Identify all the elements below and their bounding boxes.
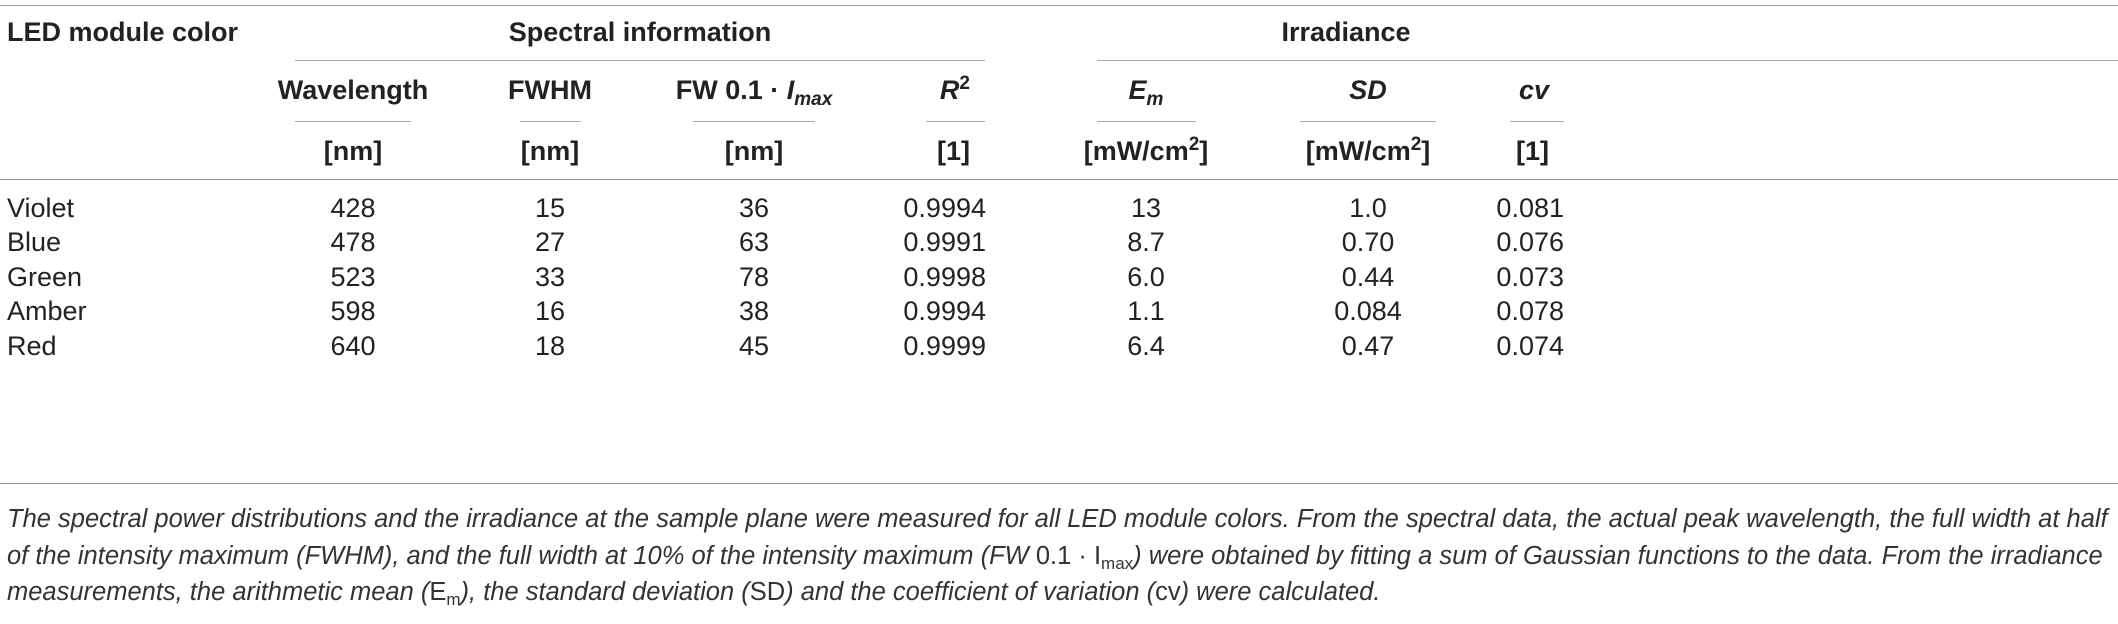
cell-wavelength: 478 (330, 227, 376, 257)
cell-cv: 0.081 (1496, 193, 1564, 223)
unit-em-end: ] (1199, 136, 1209, 166)
cell-wavelength: 640 (330, 331, 376, 361)
unit-sd: [mW/cm2] (1306, 134, 1431, 172)
col-header-fwhm: FWHM (508, 75, 592, 105)
cell-fwhm: 18 (534, 331, 566, 361)
cell-fw01: 45 (738, 331, 770, 361)
col-rule-sd (1300, 121, 1436, 122)
row-label: Blue (7, 227, 62, 257)
cell-fw01: 63 (738, 227, 770, 257)
unit-cv: [1] (1516, 136, 1549, 166)
caption-part-4: ) and the coefficient of variation ( (785, 578, 1156, 606)
cell-fwhm: 15 (534, 193, 566, 223)
unit-sd-end: ] (1421, 136, 1431, 166)
row-label: Violet (7, 193, 75, 223)
row-label-header: LED module color (7, 17, 239, 47)
col-rule-wavelength (295, 121, 411, 122)
col-header-r2-symbol: R (939, 75, 960, 105)
header-bottom-rule (0, 179, 2118, 180)
unit-wavelength: [nm] (323, 136, 383, 166)
caption-part-2: ) were obtained by fitting a sum of Gaus… (7, 541, 2103, 607)
cell-r2: 0.9994 (903, 296, 986, 326)
cell-sd: 0.47 (1341, 331, 1395, 361)
cell-fw01: 38 (738, 296, 770, 326)
cell-r2: 0.9994 (903, 193, 986, 223)
col-header-em-symbol: E (1128, 75, 1147, 105)
row-label: Green (7, 262, 83, 292)
row-label: Red (7, 331, 57, 361)
cell-cv: 0.076 (1496, 227, 1564, 257)
top-rule (0, 5, 2118, 6)
unit-em-sup: 2 (1188, 134, 1200, 155)
cell-sd: 0.084 (1334, 296, 1402, 326)
caption-em-sub: m (446, 590, 461, 609)
unit-fwhm: [nm] (520, 136, 580, 166)
cell-wavelength: 428 (330, 193, 376, 223)
col-header-em: Em (1129, 73, 1164, 111)
col-header-wavelength: Wavelength (277, 75, 429, 105)
cell-sd: 1.0 (1349, 193, 1387, 223)
col-rule-r2 (926, 121, 985, 122)
col-header-em-sub: m (1146, 89, 1164, 110)
caption-em: Em (429, 578, 461, 609)
cell-fwhm: 16 (534, 296, 566, 326)
col-header-cv: cv (1518, 75, 1549, 105)
cell-fw01: 78 (738, 262, 770, 292)
col-header-fw01-sub: max (794, 89, 833, 110)
col-header-sd: SD (1349, 75, 1387, 105)
cell-em: 1.1 (1127, 296, 1165, 326)
row-label: Amber (7, 296, 87, 326)
caption-part-5: ) were calculated. (1180, 578, 1381, 606)
cell-cv: 0.078 (1496, 296, 1564, 326)
irradiance-group-header: Irradiance (1281, 17, 1411, 47)
caption-part-3: ), the standard deviation ( (460, 578, 750, 606)
cell-cv: 0.074 (1496, 331, 1564, 361)
table-caption: The spectral power distributions and the… (7, 501, 2111, 611)
cell-fw01: 36 (738, 193, 770, 223)
unit-sd-main: [mW/cm (1305, 136, 1411, 166)
cell-r2: 0.9998 (903, 262, 986, 292)
cell-sd: 0.70 (1341, 227, 1395, 257)
col-rule-fwhm (520, 121, 581, 122)
col-rule-em (1097, 121, 1196, 122)
col-header-r2: R2 (900, 73, 970, 111)
unit-fw01: [nm] (724, 136, 784, 166)
cell-wavelength: 523 (330, 262, 376, 292)
spectral-group-rule (295, 60, 985, 61)
spectral-group-header: Spectral information (508, 17, 772, 47)
cell-em: 8.7 (1127, 227, 1165, 257)
caption-em-main: E (429, 578, 447, 606)
cell-em: 6.0 (1127, 262, 1165, 292)
col-header-fw01-symbol: I (786, 75, 795, 105)
col-header-fw01-main: FW 0.1 · (675, 75, 787, 105)
caption-fw-sub: max (1101, 553, 1134, 573)
unit-sd-sup: 2 (1410, 134, 1422, 155)
cell-fwhm: 27 (534, 227, 566, 257)
unit-em-main: [mW/cm (1083, 136, 1189, 166)
cell-r2: 0.9999 (903, 331, 986, 361)
unit-em: [mW/cm2] (1084, 134, 1209, 172)
col-header-r2-sup: 2 (959, 73, 970, 94)
caption-sd: SD (749, 578, 786, 606)
caption-cv: cv (1155, 578, 1181, 606)
table-bottom-rule (0, 483, 2118, 484)
irradiance-group-rule (1097, 60, 2118, 61)
col-rule-fw01 (693, 121, 815, 122)
cell-r2: 0.9991 (903, 227, 986, 257)
cell-wavelength: 598 (330, 296, 376, 326)
cell-cv: 0.073 (1496, 262, 1564, 292)
cell-fwhm: 33 (534, 262, 566, 292)
col-header-fw01: FW 0.1 · Imax (676, 73, 833, 111)
cell-em: 6.4 (1127, 331, 1165, 361)
cell-sd: 0.44 (1341, 262, 1395, 292)
col-rule-cv (1510, 121, 1564, 122)
cell-em: 13 (1130, 193, 1162, 223)
unit-r2: [1] (937, 136, 970, 166)
caption-fw-value: 0.1 · Imax (1035, 541, 1134, 573)
caption-part-1: The spectral power distributions and the… (7, 505, 2108, 570)
caption-fw-main: 0.1 · I (1035, 541, 1102, 570)
